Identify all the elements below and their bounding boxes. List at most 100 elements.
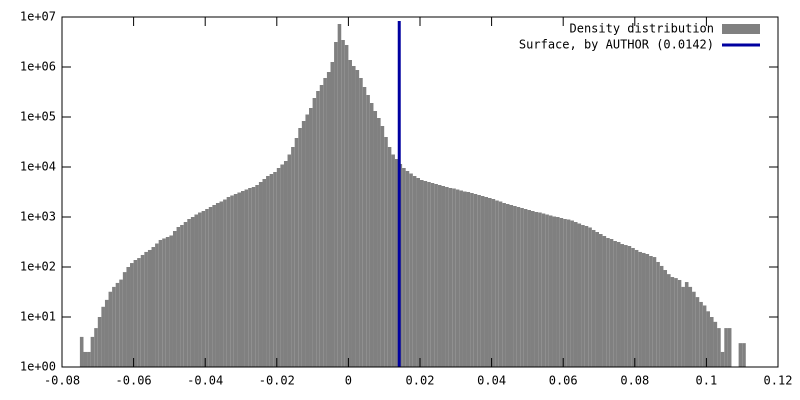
bar: [516, 206, 521, 367]
bar: [656, 261, 660, 367]
bar: [649, 255, 653, 367]
bar: [681, 286, 685, 367]
bar: [87, 351, 91, 367]
bar: [122, 272, 127, 367]
bar: [155, 243, 159, 367]
bar: [534, 211, 539, 367]
bar: [423, 181, 428, 367]
bar: [198, 212, 202, 367]
bar: [402, 167, 406, 367]
bar: [706, 311, 710, 367]
bar: [94, 328, 98, 367]
bar: [380, 126, 385, 367]
x-tick-label: 0.12: [764, 374, 793, 388]
bar: [552, 216, 557, 367]
bar: [599, 234, 603, 367]
bar: [484, 196, 489, 367]
bar: [133, 260, 138, 367]
bar: [115, 282, 120, 367]
bar: [581, 224, 585, 367]
bar: [323, 77, 327, 367]
bar: [466, 192, 471, 367]
bar: [208, 206, 213, 367]
bar: [645, 253, 650, 367]
bar: [738, 343, 743, 367]
bar: [366, 94, 370, 367]
bar: [606, 238, 610, 367]
bar: [194, 214, 199, 367]
legend-label: Surface, by AUTHOR (0.0142): [519, 38, 714, 52]
bar: [595, 232, 599, 367]
bar: [527, 210, 531, 367]
bar: [659, 265, 664, 367]
bar: [663, 270, 668, 367]
bar: [172, 230, 177, 367]
bar: [158, 239, 163, 367]
bar: [613, 241, 617, 367]
bar: [391, 154, 395, 367]
bar: [448, 187, 453, 367]
bar: [355, 69, 360, 367]
bar: [348, 60, 352, 368]
bar: [488, 197, 492, 367]
y-tick-label: 1e+02: [20, 260, 56, 274]
bar: [713, 321, 718, 367]
bar: [337, 23, 342, 367]
bar: [187, 219, 191, 367]
y-tick-label: 1e+07: [20, 10, 56, 24]
bar: [724, 328, 728, 367]
bar: [520, 207, 524, 367]
bar: [462, 191, 467, 367]
bar: [441, 185, 446, 367]
bar: [330, 62, 335, 368]
x-tick-label: 0.02: [406, 374, 435, 388]
bar: [652, 257, 657, 367]
y-tick-label: 1e+06: [20, 60, 56, 74]
bar: [609, 239, 614, 367]
bar: [334, 41, 338, 367]
bar: [541, 213, 546, 367]
bar: [276, 167, 281, 367]
bar: [273, 172, 277, 367]
bar: [215, 203, 220, 367]
bar: [230, 195, 234, 367]
bar: [108, 291, 113, 367]
bar: [248, 187, 252, 367]
bar: [509, 204, 514, 367]
bar: [316, 91, 320, 368]
bar: [692, 291, 696, 367]
bar: [373, 110, 378, 368]
bar: [147, 249, 152, 367]
bar: [445, 187, 449, 367]
bar: [140, 254, 145, 367]
bar: [101, 306, 105, 367]
bar: [251, 187, 256, 367]
bar: [570, 220, 574, 367]
bar: [241, 191, 245, 367]
x-tick-label: -0.02: [259, 374, 295, 388]
bar: [584, 225, 589, 367]
bar: [577, 223, 582, 367]
bar: [473, 194, 478, 367]
bar: [588, 227, 592, 367]
bar: [538, 212, 542, 367]
bar: [670, 277, 675, 367]
bar: [112, 286, 116, 367]
bar: [244, 189, 249, 367]
bar: [477, 195, 481, 367]
bar: [362, 87, 367, 368]
bar: [298, 127, 302, 367]
bar: [180, 224, 184, 367]
bar: [83, 351, 88, 367]
bar: [416, 177, 420, 367]
bar: [287, 154, 292, 367]
bar: [631, 247, 635, 367]
y-tick-label: 1e+05: [20, 110, 56, 124]
bar: [326, 72, 331, 368]
bar: [169, 235, 173, 367]
bar: [162, 238, 166, 367]
bar: [684, 282, 689, 367]
bar: [674, 278, 678, 367]
bar: [634, 249, 639, 367]
bar: [405, 170, 410, 367]
